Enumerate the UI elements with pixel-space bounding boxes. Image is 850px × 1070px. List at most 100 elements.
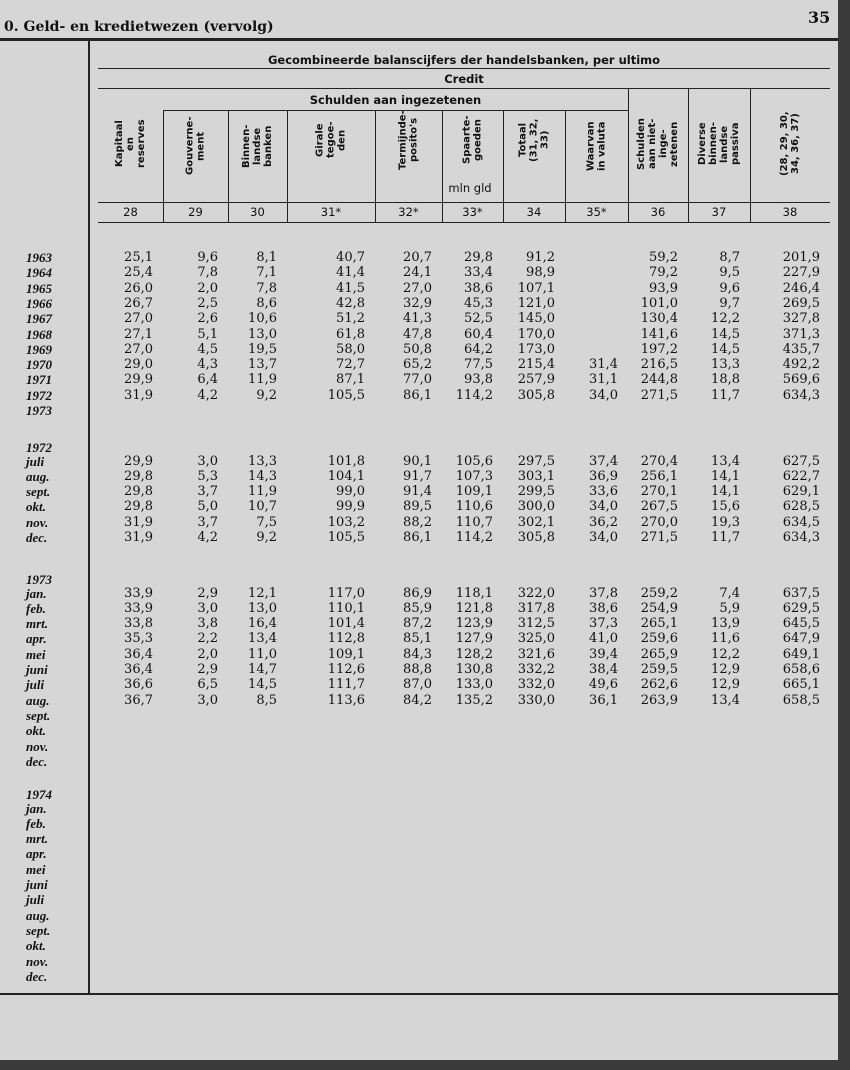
column-rule	[375, 110, 376, 222]
column-rule	[565, 110, 566, 222]
column-number: 31*	[320, 205, 342, 219]
cell: 634,5	[782, 514, 820, 530]
cell: 118,1	[455, 585, 493, 601]
cell: 2,9	[197, 585, 218, 601]
cell: 31,1	[589, 372, 618, 388]
cell: 270,1	[640, 484, 678, 500]
cell: 2,0	[197, 646, 218, 662]
row-label: 1965	[26, 280, 52, 296]
cell: 271,5	[640, 387, 678, 403]
rule	[88, 41, 90, 994]
cell: 41,3	[403, 311, 432, 327]
column-number: 30	[250, 205, 265, 219]
row-label: apr.	[26, 846, 47, 862]
cell: 265,1	[640, 616, 678, 632]
cell: 14,1	[711, 468, 740, 484]
cell: 32,9	[403, 295, 432, 311]
row-label: 1972	[26, 387, 52, 403]
cell: 11,7	[711, 530, 740, 545]
cell: 325,0	[517, 631, 555, 647]
cell: 14,5	[248, 677, 277, 693]
cell: 26,0	[124, 280, 153, 296]
row-label: dec.	[26, 530, 48, 545]
cell: 34,0	[589, 530, 618, 545]
cell: 302,1	[517, 514, 555, 530]
cell: 15,6	[711, 499, 740, 515]
row-label: juli	[26, 892, 45, 908]
cell: 3,8	[197, 616, 218, 632]
rule	[98, 222, 830, 223]
column-rule	[750, 88, 751, 222]
cell: 492,2	[782, 357, 820, 373]
page-number: 35	[808, 8, 831, 27]
cell: 622,7	[782, 468, 820, 484]
row-label: mrt.	[26, 831, 49, 847]
cell: 36,9	[589, 468, 618, 484]
cell: 27,1	[124, 326, 153, 342]
cell: 61,8	[336, 326, 365, 342]
cell: 6,4	[197, 372, 218, 388]
cell: 4,5	[197, 341, 218, 357]
cell: 37,3	[589, 616, 618, 632]
row-label: 1968	[26, 326, 52, 342]
cell: 103,2	[327, 514, 365, 530]
cell: 31,9	[124, 530, 153, 545]
cell: 31,9	[124, 387, 153, 403]
row-label: mrt.	[26, 616, 49, 632]
cell: 197,2	[640, 341, 678, 357]
cell: 91,4	[403, 484, 432, 500]
cell: 634,3	[782, 530, 820, 545]
cell: 300,0	[517, 499, 555, 515]
cell: 38,6	[589, 600, 618, 616]
cell: 87,0	[403, 677, 432, 693]
cell: 5,9	[719, 600, 740, 616]
row-label: feb.	[26, 815, 46, 831]
cell: 13,7	[248, 357, 277, 373]
cell: 303,1	[517, 468, 555, 484]
row-label: sept.	[26, 707, 51, 723]
cell: 201,9	[782, 250, 820, 265]
cell: 114,2	[455, 530, 493, 545]
cell: 3,7	[197, 484, 218, 500]
cell: 8,5	[256, 692, 277, 708]
column-rule	[228, 110, 229, 222]
cell: 33,8	[124, 616, 153, 632]
cell: 19,3	[711, 514, 740, 530]
cell: 227,9	[782, 265, 820, 281]
cell: 12,2	[711, 646, 740, 662]
cell: 33,4	[464, 265, 493, 281]
cell: 99,0	[336, 484, 365, 500]
cell: 262,6	[640, 677, 678, 693]
column-label: Totaal (31, 32, 33)	[517, 118, 551, 162]
cell: 105,5	[327, 530, 365, 545]
column-rule	[442, 110, 443, 222]
cell: 29,8	[464, 250, 493, 265]
row-label: jan.	[26, 800, 47, 816]
cell: 123,9	[455, 616, 493, 632]
cell: 13,9	[711, 616, 740, 632]
cell: 27,0	[124, 341, 153, 357]
cell: 101,0	[640, 295, 678, 311]
cell: 629,1	[782, 484, 820, 500]
row-label: apr.	[26, 631, 47, 647]
cell: 5,0	[197, 499, 218, 515]
cell: 8,1	[256, 250, 277, 265]
cell: 29,9	[124, 372, 153, 388]
cell: 5,1	[197, 326, 218, 342]
cell: 12,9	[711, 677, 740, 693]
rule	[0, 38, 838, 41]
cell: 33,9	[124, 585, 153, 601]
cell: 89,5	[403, 499, 432, 515]
cell: 13,4	[248, 631, 277, 647]
cell: 12,9	[711, 662, 740, 677]
section-title: 0. Geld- en kredietwezen (vervolg)	[4, 19, 274, 35]
cell: 13,3	[248, 453, 277, 469]
cell: 141,6	[640, 326, 678, 342]
column-number: 35*	[586, 205, 607, 219]
column-label: Schulden aan niet- inge- zetenen	[636, 118, 680, 170]
cell: 35,3	[124, 631, 153, 647]
row-label: aug.	[26, 468, 50, 484]
cell: 2,0	[197, 280, 218, 296]
column-rule	[503, 110, 504, 222]
unit: mln gld	[448, 181, 492, 195]
